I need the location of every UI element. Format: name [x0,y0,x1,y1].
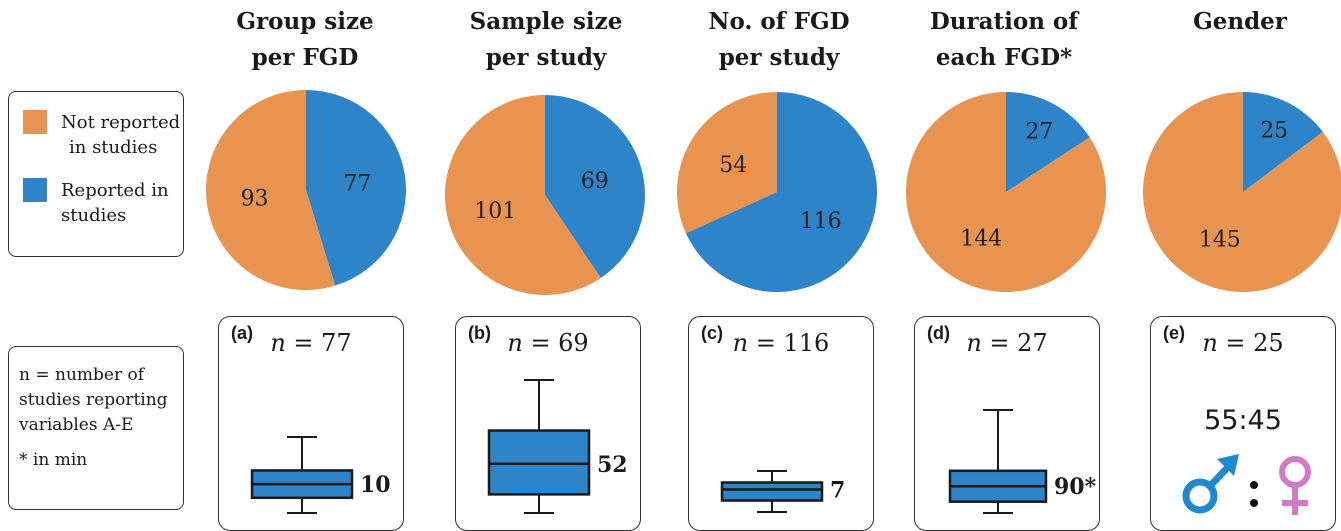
pie-a-label-reported: 77 [343,171,371,196]
panel-n-label: n = 25 [1202,329,1284,357]
panel-label: (c) [701,323,723,343]
boxplot-panel-c: (c) n = 116 7 [688,316,874,531]
boxplot: 7 [720,470,845,513]
pie-title-c: No. of FGD per study [708,8,850,71]
gender-ratio: 55:45 [1204,405,1282,436]
pie-a-label-not-reported: 93 [241,187,269,212]
pie-d-label-not-reported: 144 [960,227,1002,252]
pie-c-slice-reported [685,92,877,292]
panel-label: (d) [927,323,950,343]
note-line: n = number of [19,365,145,385]
gender-icons [1182,454,1311,515]
legend-item-reported: Reported in studies [23,178,169,228]
boxplot-panel-d: (d) n = 27 90* [914,316,1100,531]
pie-e-label-not-reported: 145 [1199,228,1241,253]
note-line: * in min [19,450,88,470]
panel-n-label: n = 116 [732,329,830,357]
panel-label: (b) [468,323,491,343]
median-label: 10 [360,472,391,498]
pie-b-slice-not-reported [444,95,601,295]
pie-c-label-not-reported: 54 [719,153,747,178]
pie-e-slice-not-reported [1142,92,1341,292]
median-label: 7 [830,477,845,503]
panel-label: (a) [231,323,253,343]
note-line: studies reporting [19,390,168,410]
pie-c-slice-not-reported [676,92,777,234]
note-box: n = number of studies reporting variable… [8,346,184,510]
legend-swatch-not-reported [23,110,47,134]
pie-b-slice-reported [545,95,645,279]
iqr-box [487,429,591,496]
pie-e-label-reported: 25 [1260,118,1288,143]
median-label: 52 [597,452,628,478]
panel-label: (e) [1163,323,1185,343]
median-label: 90* [1054,474,1097,500]
pie-title-a: Group size per FGD [236,8,374,71]
pie-e-slice-reported [1243,91,1323,192]
colon-icon [1250,481,1258,507]
gender-panel-e: (e) n = 25 55:45 [1150,316,1336,531]
legend-label-line: studies [61,205,127,226]
pie-title-b: Sample size per study [469,8,623,71]
boxplot-panel-b: (b) n = 69 52 [455,316,641,531]
pie-title-d: Duration of each FGD* [929,8,1079,71]
legend-swatch-reported [23,178,47,202]
pie-c-label-reported: 116 [800,209,842,234]
legend-item-not-reported: Not reported in studies [23,110,180,160]
panel-n-label: n = 27 [966,329,1048,357]
pie-b-label-not-reported: 101 [474,199,516,224]
pie-title-e: Gender [1193,8,1287,35]
legend-label-line: in studies [69,137,158,158]
legend-label-line: Not reported [61,112,181,133]
pie-b-label-reported: 69 [581,169,609,194]
note-line: variables A-E [19,415,134,435]
boxplot: 90* [948,409,1097,514]
boxplot: 52 [487,379,628,514]
pie-d-slice-reported [1006,92,1090,192]
female-symbol-icon [1279,456,1311,515]
pie-d-slice-not-reported [906,92,1106,292]
pie-a-slice-not-reported [206,90,336,290]
panel-n-label: n = 69 [507,329,589,357]
legend-label-line: Reported in [61,180,169,201]
iqr-box [720,481,824,502]
legend: Not reported in studies Reported in stud… [8,91,184,257]
pie-d-label-reported: 27 [1025,119,1053,144]
boxplot: 10 [250,436,391,514]
boxplot-panel-a: (a) n = 77 10 [218,316,404,531]
male-symbol-icon [1182,454,1239,514]
pie-a-slice-reported [306,90,406,286]
panel-n-label: n = 77 [270,329,352,357]
